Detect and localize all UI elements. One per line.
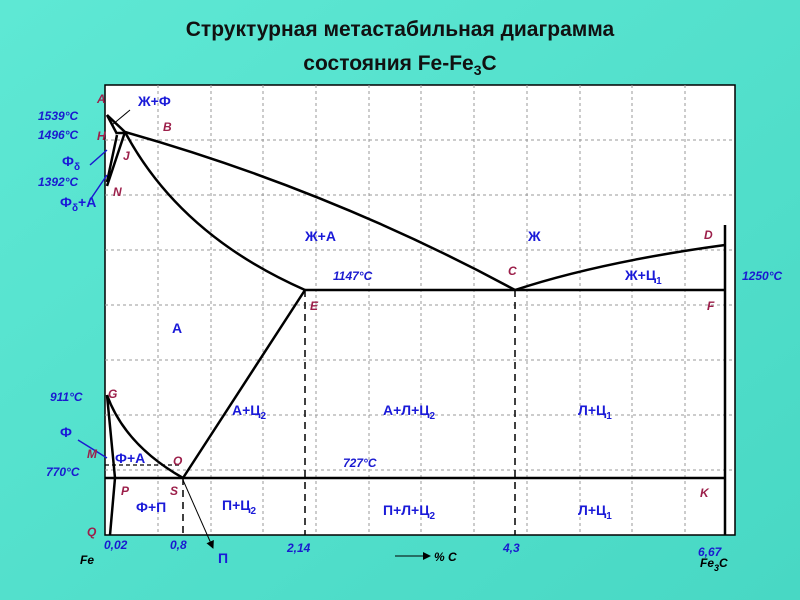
phase-label: А+Ц2	[232, 402, 267, 422]
temperature-label: 1147°C	[333, 269, 373, 283]
phase-sub: 1	[606, 511, 612, 522]
phase-text: А	[172, 320, 182, 336]
temperature-label: 1392°C	[38, 175, 78, 189]
point-label: D	[704, 228, 713, 242]
point-label: S	[170, 484, 178, 498]
point-label: M	[87, 447, 98, 461]
temperature-label: 911°C	[50, 390, 83, 404]
phase-label: А	[172, 320, 182, 336]
phase-label: Фδ+А	[60, 194, 96, 214]
temperature-label: 727°C	[343, 456, 377, 470]
phase-after: +А	[78, 194, 96, 210]
x-value-label: 2,14	[286, 541, 311, 555]
point-label: F	[707, 299, 715, 313]
phase-text: Ж+Ц	[624, 267, 657, 283]
phase-text: Л+Ц	[578, 502, 607, 518]
point-label: Q	[87, 525, 97, 539]
point-label: J	[123, 149, 130, 163]
phase-label: Ф	[60, 424, 72, 440]
phase-text: Ж+Ф	[137, 93, 171, 109]
x-value-label: 0,8	[170, 538, 187, 552]
point-label: H	[97, 129, 106, 143]
title: Структурная метастабильная диаграмма	[186, 18, 615, 41]
title-end: C	[482, 52, 497, 75]
phase-text: Ф	[62, 153, 74, 169]
title: состояния Fe-Fe3C	[303, 52, 496, 78]
x-value-label: 6,67	[698, 545, 723, 559]
phase-text: А+Л+Ц	[383, 402, 430, 418]
title-text: состояния Fe-Fe	[303, 52, 473, 75]
phase-label: Ф+П	[136, 499, 166, 515]
temperature-label: 770°C	[46, 465, 80, 479]
phase-text: Л+Ц	[578, 402, 607, 418]
pearlite-label: П	[218, 550, 228, 566]
point-label: N	[113, 185, 122, 199]
point-label: G	[108, 387, 117, 401]
fe3c-text: Fe	[700, 556, 714, 570]
title-sub: 3	[474, 62, 482, 78]
temperature-label: 1250°C	[742, 269, 782, 283]
phase-label: А+Л+Ц2	[383, 402, 436, 422]
phase-sub: 2	[430, 411, 436, 422]
phase-text: П+Л+Ц	[383, 502, 430, 518]
phase-text: Ж+А	[304, 228, 336, 244]
point-label: P	[121, 484, 130, 498]
x-value-label: 4,3	[502, 541, 520, 555]
phase-text: Ф	[60, 424, 72, 440]
phase-text: П+Ц	[222, 497, 251, 513]
phase-label: Ж	[527, 228, 541, 244]
phase-text: А+Ц	[232, 402, 261, 418]
fe3c-label: Fe3C	[700, 556, 728, 573]
point-label: E	[310, 299, 319, 313]
point-label: B	[163, 120, 172, 134]
phase-sub: 2	[429, 511, 435, 522]
phase-label: Ж+Ф	[137, 93, 171, 109]
grid	[105, 85, 735, 535]
phase-text: Ж	[527, 228, 541, 244]
plot-area	[104, 84, 736, 536]
phase-label: Л+Ц1	[578, 502, 612, 522]
phase-label: Ж+Ц1	[624, 267, 662, 287]
phase-sub: δ	[72, 203, 78, 214]
phase-text: Ф+А	[115, 450, 145, 466]
point-label: O	[173, 454, 183, 468]
phase-label: П+Л+Ц2	[383, 502, 435, 522]
phase-lines	[77, 109, 727, 560]
phase-sub: δ	[74, 162, 80, 173]
phase-label: Л+Ц1	[578, 402, 612, 422]
phase-sub: 1	[606, 411, 612, 422]
fe-label: Fe	[80, 553, 94, 567]
phase-label: П+Ц2	[222, 497, 256, 517]
unit-label: % C	[434, 550, 457, 564]
phase-text: Ф+П	[136, 499, 166, 515]
point-label: K	[700, 486, 710, 500]
phase-sub: 2	[250, 506, 256, 517]
phase-text: Ф	[60, 194, 72, 210]
phase-sub: 1	[656, 276, 662, 287]
phase-label: Фδ	[62, 153, 80, 173]
fe3c-sub: 3	[714, 563, 719, 573]
temperature-label: 1539°C	[38, 109, 78, 123]
point-label: A	[96, 92, 106, 106]
phase-label: Ж+А	[304, 228, 336, 244]
fe3c-end: C	[719, 556, 728, 570]
phase-label: Ф+А	[115, 450, 145, 466]
point-label: C	[508, 264, 517, 278]
x-value-label: 0,02	[104, 538, 128, 552]
temperature-label: 1496°C	[38, 128, 78, 142]
phase-sub: 2	[261, 411, 267, 422]
